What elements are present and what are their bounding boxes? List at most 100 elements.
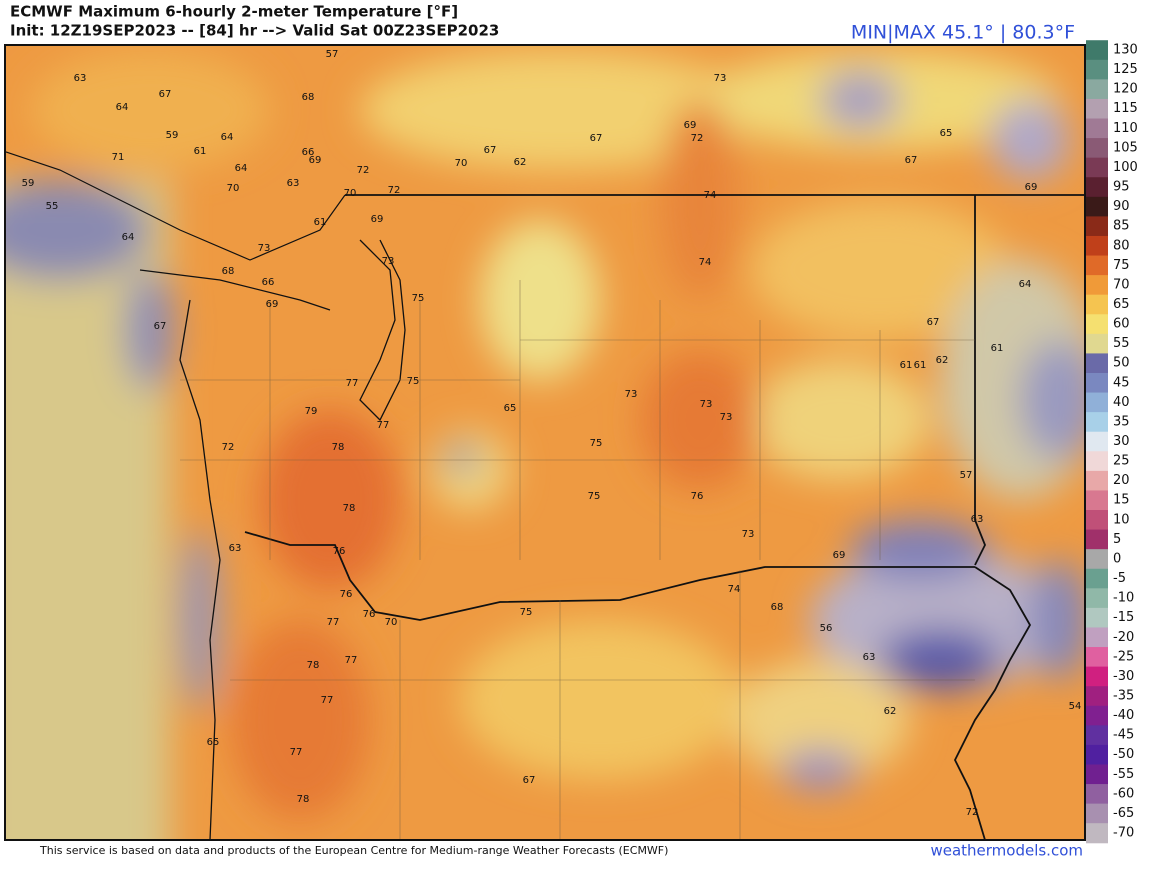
colorbar-label: -5 (1113, 571, 1126, 586)
station-label: 76 (363, 609, 376, 620)
colorbar-label: -30 (1113, 669, 1134, 684)
station-label: 77 (377, 420, 390, 431)
station-label: 78 (297, 794, 310, 805)
colorbar-swatch (1086, 529, 1108, 550)
colorbar-swatch (1086, 79, 1108, 100)
station-label: 69 (266, 299, 279, 310)
station-label: 64 (221, 132, 234, 143)
colorbar-swatch (1086, 784, 1108, 805)
station-label: 62 (936, 355, 949, 366)
county-lines (180, 280, 975, 840)
colorbar-swatch (1086, 568, 1108, 589)
station-label: 73 (625, 389, 638, 400)
station-label: 61 (314, 217, 327, 228)
colorbar-swatch (1086, 333, 1108, 354)
colorbar-label: -50 (1113, 747, 1134, 762)
colorbar-swatch (1086, 470, 1108, 491)
station-label: 54 (1069, 701, 1082, 712)
colorbar-label: 90 (1113, 199, 1130, 214)
station-label: 75 (412, 293, 425, 304)
station-label: 62 (514, 157, 527, 168)
colorbar-label: 45 (1113, 375, 1130, 390)
station-label: 78 (332, 442, 345, 453)
station-label: 56 (820, 623, 833, 634)
credit: This service is based on data and produc… (39, 844, 668, 857)
colorbar-swatch (1086, 255, 1108, 276)
station-label: 78 (307, 660, 320, 671)
colorbar-swatch (1086, 59, 1108, 80)
station-label: 67 (905, 155, 918, 166)
colorbar-swatch (1086, 40, 1108, 61)
station-label: 63 (229, 543, 242, 554)
station-label: 78 (343, 503, 356, 514)
station-label: 67 (154, 321, 167, 332)
station-label: 70 (227, 183, 240, 194)
colorbar-swatch (1086, 510, 1108, 531)
colorbar-swatch (1086, 451, 1108, 472)
colorbar-swatch (1086, 490, 1108, 511)
temperature-field (5, 45, 1085, 840)
station-label: 67 (484, 145, 497, 156)
station-label: 63 (971, 514, 984, 525)
station-label: 64 (122, 232, 135, 243)
colorbar-swatch (1086, 275, 1108, 296)
colorbar-swatch (1086, 353, 1108, 374)
colorbar-label: 65 (1113, 297, 1130, 312)
station-label: 69 (1025, 182, 1038, 193)
colorbar-swatch (1086, 627, 1108, 648)
station-label: 68 (222, 266, 235, 277)
colorbar-label: -40 (1113, 708, 1134, 723)
colorbar-swatch (1086, 235, 1108, 257)
colorbar-swatch (1086, 138, 1108, 159)
colorbar-swatch (1086, 314, 1108, 335)
colorbar-swatch (1086, 177, 1108, 198)
min-max: MIN|MAX 45.1° | 80.3°F (851, 22, 1075, 44)
station-label: 66 (302, 147, 315, 158)
station-label: 63 (863, 652, 876, 663)
station-label: 63 (287, 178, 300, 189)
colorbar-label: 25 (1113, 454, 1130, 469)
station-label: 67 (927, 317, 940, 328)
station-label: 64 (1019, 279, 1032, 290)
colorbar-swatch (1086, 803, 1108, 824)
station-label: 70 (385, 617, 398, 628)
colorbar-swatch (1086, 607, 1108, 628)
station-label: 75 (590, 438, 603, 449)
station-label: 73 (742, 529, 755, 540)
colorbar-swatch (1086, 392, 1108, 413)
station-label: 74 (704, 190, 717, 201)
colorbar-label: 95 (1113, 180, 1130, 195)
station-label: 65 (940, 128, 953, 139)
colorbar-label: -65 (1113, 806, 1134, 821)
colorbar-label: 5 (1113, 532, 1121, 547)
colorbar-label: 15 (1113, 493, 1130, 508)
station-label: 77 (346, 378, 359, 389)
colorbar-swatch (1086, 686, 1108, 707)
station-label: 68 (771, 602, 784, 613)
colorbar-label: 115 (1113, 101, 1138, 116)
station-label: 67 (590, 133, 603, 144)
station-label: 72 (966, 807, 979, 818)
station-label: 75 (407, 376, 420, 387)
colorbar-swatch (1086, 431, 1108, 452)
station-label: 67 (159, 89, 172, 100)
colorbar-swatch (1086, 118, 1108, 139)
station-label: 61 (914, 360, 927, 371)
colorbar-swatch (1086, 98, 1108, 120)
colorbar-label: 100 (1113, 160, 1138, 175)
station-label: 69 (833, 550, 846, 561)
colorbar-label: 60 (1113, 317, 1130, 332)
station-label: 64 (116, 102, 129, 113)
colorbar-label: 0 (1113, 551, 1121, 566)
station-label: 73 (258, 243, 271, 254)
colorbar-label: 55 (1113, 336, 1130, 351)
colorbar-label: 85 (1113, 219, 1130, 234)
colorbar-swatch (1086, 412, 1108, 433)
colorbar-label: 20 (1113, 473, 1130, 488)
title: ECMWF Maximum 6-hourly 2-meter Temperatu… (10, 3, 458, 21)
station-label: 64 (235, 163, 248, 174)
station-label: 67 (523, 775, 536, 786)
colorbar-label: 70 (1113, 277, 1130, 292)
subtitle: Init: 12Z19SEP2023 -- [84] hr --> Valid … (10, 22, 499, 40)
